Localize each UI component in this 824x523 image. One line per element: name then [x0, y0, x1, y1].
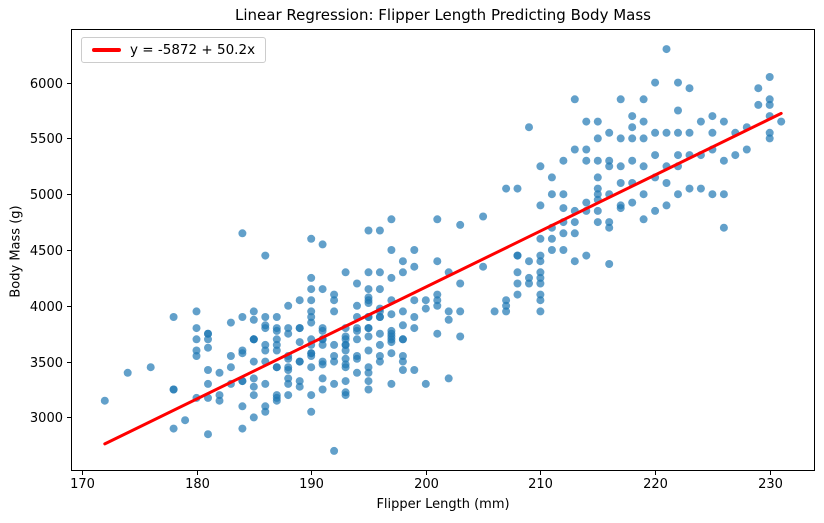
legend-label: y = -5872 + 50.2x: [130, 42, 256, 58]
svg-text:5000: 5000: [30, 188, 63, 203]
svg-text:3500: 3500: [30, 356, 63, 371]
svg-text:220: 220: [643, 477, 668, 492]
svg-text:190: 190: [299, 477, 324, 492]
svg-text:230: 230: [758, 477, 783, 492]
svg-text:4000: 4000: [30, 300, 63, 315]
y-axis-label: Body Mass (g): [8, 205, 24, 298]
svg-text:170: 170: [70, 477, 95, 492]
x-axis-label: Flipper Length (mm): [376, 497, 510, 512]
svg-text:200: 200: [414, 477, 439, 492]
svg-text:3000: 3000: [30, 411, 63, 426]
svg-text:6000: 6000: [30, 77, 63, 92]
legend: y = -5872 + 50.2x: [81, 37, 267, 63]
svg-text:210: 210: [528, 477, 553, 492]
svg-text:5500: 5500: [30, 132, 63, 147]
svg-text:180: 180: [185, 477, 210, 492]
svg-text:4500: 4500: [30, 244, 63, 259]
regression-line-swatch: [92, 48, 121, 52]
chart-title: Linear Regression: Flipper Length Predic…: [235, 6, 651, 24]
